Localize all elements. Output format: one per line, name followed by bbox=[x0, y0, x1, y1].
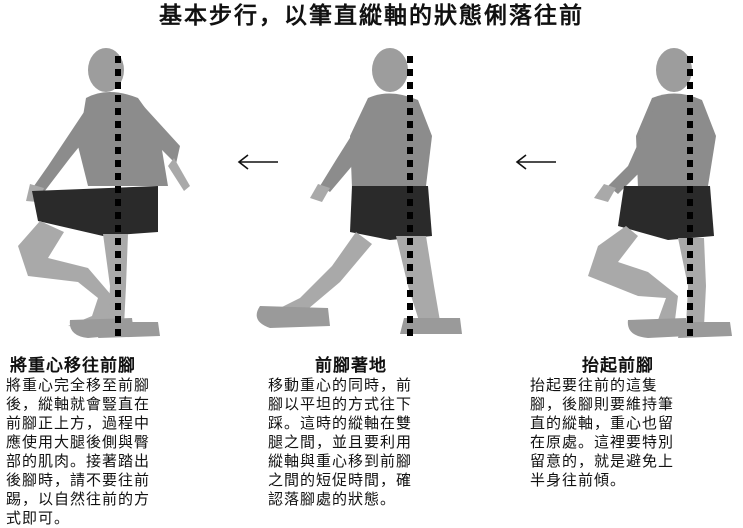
body-line: 後，縱軸就會豎直在 bbox=[6, 395, 151, 413]
body-line: 直的縱軸，重心也留 bbox=[530, 414, 675, 432]
body-line: 半身往前傾。 bbox=[530, 471, 627, 489]
body-line: 前腳正上方，過程中 bbox=[6, 414, 151, 432]
page: 基本步行，以筆直縱軸的狀態俐落往前 bbox=[6, 2, 738, 527]
body-line: 式即可。 bbox=[6, 509, 71, 527]
figure-shift-weight bbox=[18, 48, 190, 338]
body-line: 移動重心的同時，前 bbox=[268, 376, 413, 394]
runner-figure-1 bbox=[18, 48, 190, 338]
body-line: 應使用大腿後側與臀 bbox=[6, 433, 151, 451]
section-body: 將重心完全移至前腳 後，縱軸就會豎直在 前腳正上方，過程中 應使用大腿後側與臀 … bbox=[6, 376, 224, 528]
body-line: 腳，後腳則要維持筆 bbox=[530, 395, 675, 413]
body-line: 腿之間，並且要利用 bbox=[268, 433, 413, 451]
body-line: 將重心完全移至前腳 bbox=[6, 376, 151, 394]
body-line: 之間的短促時間，確 bbox=[268, 471, 413, 489]
figure-front-foot-landing bbox=[256, 48, 462, 336]
runner-figure-3 bbox=[588, 48, 732, 338]
body-line: 後腳時，請不要往前 bbox=[6, 471, 151, 489]
body-line: 認落腳處的狀態。 bbox=[268, 490, 397, 508]
section-heading: 抬起前腳 bbox=[582, 356, 654, 376]
left-arrow-icon bbox=[515, 154, 556, 170]
body-line: 留意的，就是避免上 bbox=[530, 452, 675, 470]
section-heading: 前腳著地 bbox=[315, 356, 387, 376]
body-line: 踢，以自然往前的方 bbox=[6, 490, 151, 508]
body-line: 部的肌肉。接著踏出 bbox=[6, 452, 151, 470]
figure-lift-front-leg bbox=[588, 48, 732, 338]
section-body: 移動重心的同時，前 腳以平坦的方式往下 踩。這時的縱軸在雙 腿之間，並且要利用 … bbox=[268, 376, 486, 509]
left-arrow-icon bbox=[237, 154, 278, 170]
body-line: 腳以平坦的方式往下 bbox=[268, 395, 413, 413]
section-heading: 將重心移往前腳 bbox=[10, 356, 136, 376]
body-line: 縱軸與重心移到前腳 bbox=[268, 452, 413, 470]
runner-figure-2 bbox=[256, 48, 462, 334]
body-line: 在原處。這裡要特別 bbox=[530, 433, 675, 451]
page-title: 基本步行，以筆直縱軸的狀態俐落往前 bbox=[159, 2, 584, 29]
body-line: 踩。這時的縱軸在雙 bbox=[268, 414, 413, 432]
section-body: 抬起要往前的這隻 腳，後腳則要維持筆 直的縱軸，重心也留 在原處。這裡要特別 留… bbox=[530, 376, 738, 490]
body-line: 抬起要往前的這隻 bbox=[530, 376, 659, 394]
